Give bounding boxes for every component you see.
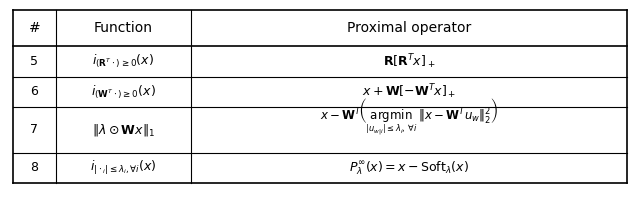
Text: 6: 6 [30,85,38,98]
Text: $P_\lambda^\infty(x) = x - \mathrm{Soft}_\lambda(x)$: $P_\lambda^\infty(x) = x - \mathrm{Soft}… [349,159,469,177]
Text: $i_{|\cdot_i| \leq \lambda_i, \forall i}(x)$: $i_{|\cdot_i| \leq \lambda_i, \forall i}… [90,159,157,177]
Text: $x + \mathbf{W}[-\mathbf{W}^T x]_+$: $x + \mathbf{W}[-\mathbf{W}^T x]_+$ [362,82,456,101]
Text: $i_{(\mathbf{R}^T\cdot)\geq 0}(x)$: $i_{(\mathbf{R}^T\cdot)\geq 0}(x)$ [92,53,154,70]
Text: #: # [28,21,40,35]
Text: $\|\lambda \odot \mathbf{W}x\|_1$: $\|\lambda \odot \mathbf{W}x\|_1$ [92,122,155,138]
Text: 7: 7 [30,123,38,136]
Text: Proximal operator: Proximal operator [347,21,471,35]
Text: $i_{(\mathbf{W}^T\cdot)\geq 0}(x)$: $i_{(\mathbf{W}^T\cdot)\geq 0}(x)$ [91,83,156,100]
Text: Function: Function [94,21,153,35]
Text: 8: 8 [30,161,38,174]
Text: $x - \mathbf{W}^T\!\left(\underset{|u_{w|i}| \leq \lambda_i,\,\forall i}{\mathrm: $x - \mathbf{W}^T\!\left(\underset{|u_{w… [320,96,498,137]
Text: $\mathbf{R}[\mathbf{R}^T x]_+$: $\mathbf{R}[\mathbf{R}^T x]_+$ [383,52,435,71]
Text: 5: 5 [30,55,38,68]
